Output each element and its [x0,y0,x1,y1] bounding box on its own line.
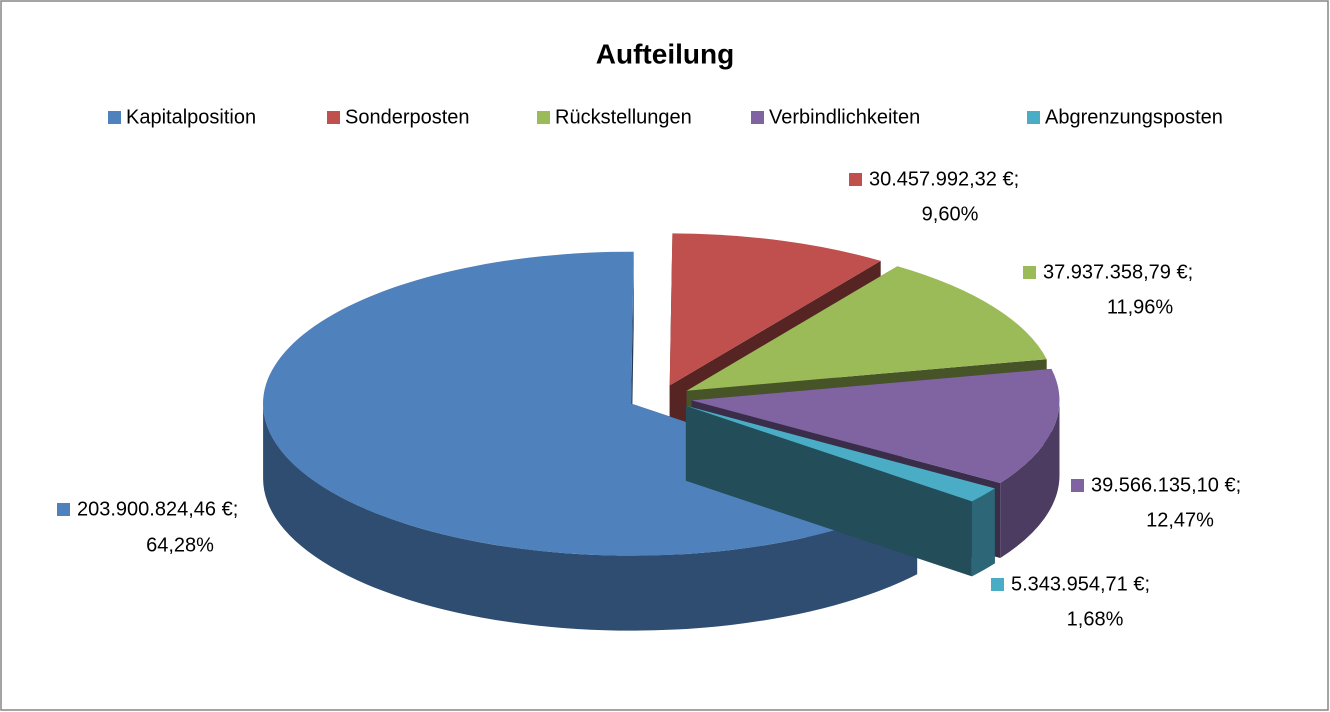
data-label-percent: 64,28% [146,534,214,556]
data-label-swatch [991,578,1004,591]
pie-slice [685,405,995,502]
slice-wall [1000,400,1060,558]
data-label-swatch [849,173,862,186]
data-label-percent: 1,68% [1067,608,1124,630]
legend-label: Kapitalposition [126,106,256,128]
data-label-swatch [57,503,70,516]
data-label-percent: 9,60% [922,203,979,225]
legend-label: Sonderposten [345,106,470,128]
legend-swatch [108,111,121,124]
data-label: 30.457.992,32 €; [869,168,1019,190]
legend-label: Abgrenzungsposten [1045,106,1223,128]
data-label: 5.343.954,71 €; [1011,573,1150,595]
slice-wall [971,488,995,577]
data-label-percent: 11,96% [1107,296,1174,318]
chart-title: Aufteilung [596,38,734,69]
pie-slice [669,233,881,386]
legend-swatch [537,111,550,124]
legend-label: Verbindlichkeiten [769,106,920,128]
pie-slice [686,266,1047,391]
data-label-swatch [1071,479,1084,492]
data-label-percent: 12,47% [1146,509,1214,531]
slice-wall [263,403,918,631]
legend-swatch [1027,111,1040,124]
data-label: 39.566.135,10 €; [1091,474,1241,496]
legend-label: Rückstellungen [555,106,692,128]
legend-swatch [751,111,764,124]
data-label: 37.937.358,79 €; [1043,261,1193,283]
data-label-swatch [1023,266,1036,279]
slice-side [685,405,972,577]
legend-swatch [327,111,340,124]
pie-slice [691,368,1060,483]
data-label: 203.900.824,46 €; [77,498,238,520]
